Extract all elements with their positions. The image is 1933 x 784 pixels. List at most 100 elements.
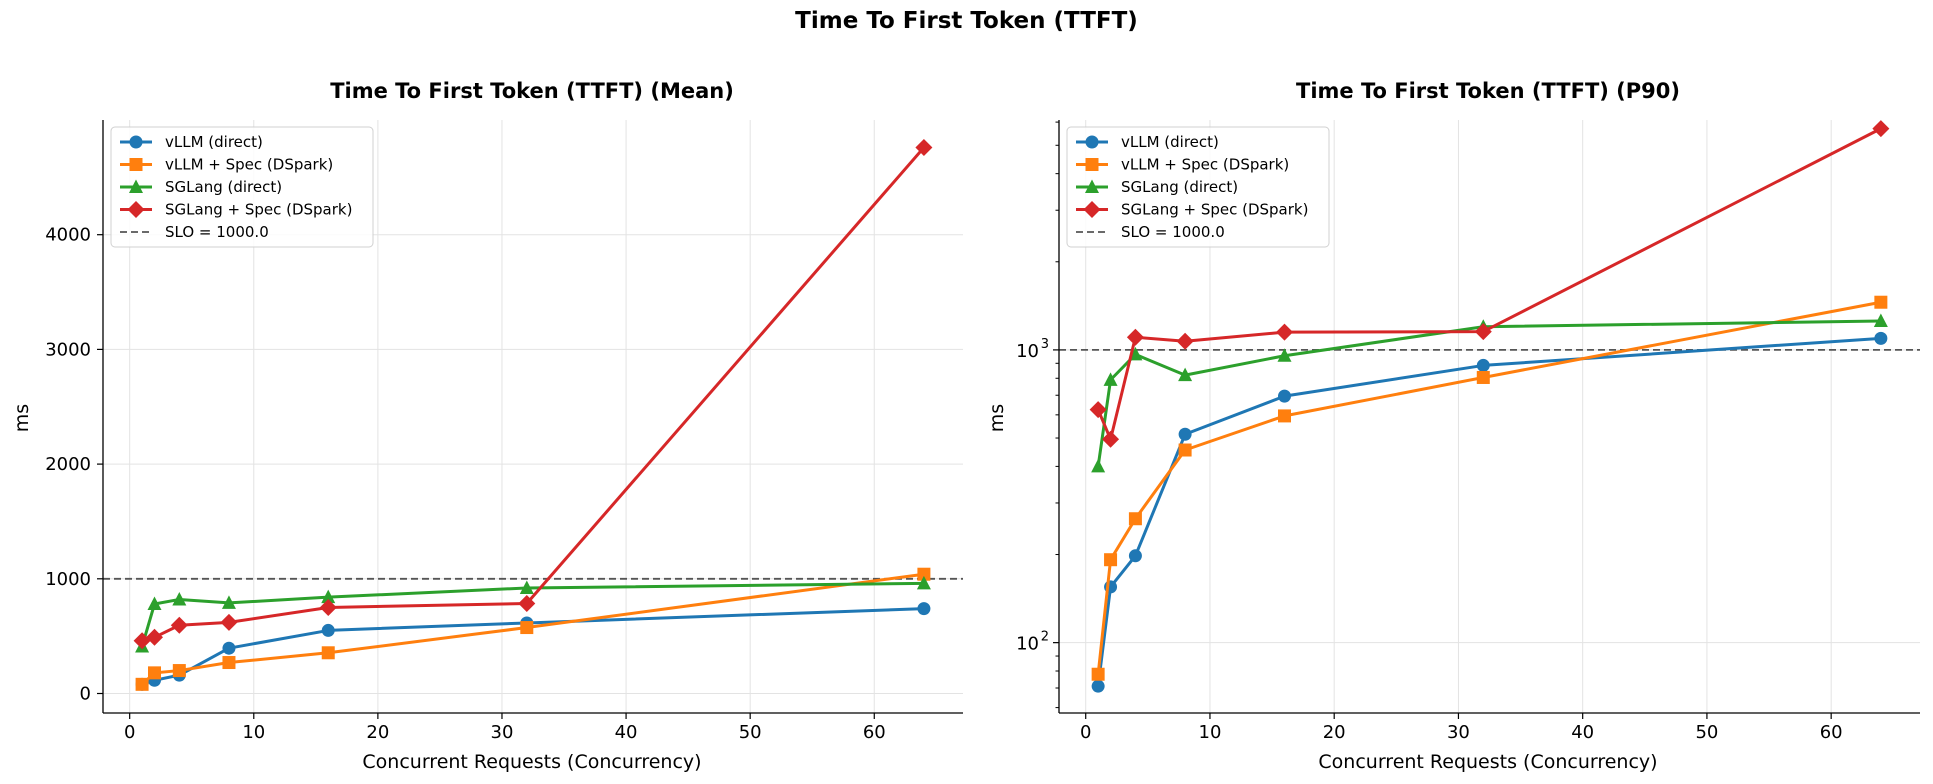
- data-point: [1178, 367, 1193, 382]
- figure-title: Time To First Token (TTFT): [795, 8, 1138, 34]
- legend-label: vLLM + Spec (DSpark): [1121, 156, 1289, 174]
- x-tick-label: 40: [1571, 722, 1594, 743]
- y-tick-label: 0: [80, 684, 91, 705]
- data-point: [220, 613, 238, 631]
- data-point: [170, 616, 188, 634]
- x-tick-label: 60: [1820, 722, 1843, 743]
- series-3: [135, 575, 931, 653]
- data-point: [917, 567, 931, 581]
- data-point: [519, 580, 534, 594]
- data-point: [1874, 295, 1888, 309]
- data-point: [1278, 409, 1291, 423]
- x-tick-label: 30: [491, 722, 514, 743]
- series-1: [135, 602, 931, 691]
- series-2: [1091, 295, 1888, 681]
- series-line: [141, 607, 924, 686]
- data-point: [916, 575, 931, 590]
- legend-marker: [127, 201, 145, 218]
- legend-box: [110, 126, 374, 248]
- legend-label: vLLM (direct): [1121, 133, 1219, 151]
- legend-marker: [129, 158, 143, 171]
- legend-entry: SLO = 1000.0: [120, 223, 269, 241]
- data-point: [1873, 313, 1888, 328]
- legend-label: SGLang + Spec (DSpark): [165, 201, 352, 219]
- data-point: [1474, 323, 1492, 341]
- y-axis-label: ms: [11, 404, 33, 432]
- data-point: [1476, 370, 1490, 384]
- x-tick-label: 20: [1323, 722, 1346, 743]
- data-point: [321, 589, 336, 604]
- y-tick-label: 4000: [45, 225, 91, 246]
- series-4: [1089, 120, 1890, 448]
- x-axis-label: Concurrent Requests (Concurrency): [362, 751, 701, 773]
- data-point: [1176, 332, 1194, 350]
- series-line: [1096, 336, 1881, 687]
- data-point: [518, 594, 536, 612]
- x-tick-label: 50: [739, 722, 762, 743]
- legend-label: SGLang (direct): [1121, 178, 1238, 196]
- data-point: [917, 602, 931, 616]
- legend-marker: [129, 179, 143, 193]
- x-tick-label: 0: [124, 722, 135, 743]
- data-point: [1476, 358, 1490, 372]
- x-axis-label: Concurrent Requests (Concurrency): [1318, 751, 1657, 773]
- data-point: [319, 598, 337, 616]
- data-point: [222, 656, 236, 670]
- legend-entry: SLO = 1000.0: [1076, 223, 1225, 241]
- data-point: [172, 664, 186, 678]
- data-point: [1276, 323, 1293, 341]
- y-tick-label: 1000: [45, 569, 91, 590]
- legend: vLLM (direct) vLLM + Spec (DSpark) SGLang …: [1066, 126, 1330, 248]
- data-point: [221, 595, 236, 609]
- x-tick-label: 30: [1447, 722, 1470, 743]
- legend-label: vLLM (direct): [165, 133, 263, 151]
- legend-entry: vLLM + Spec (DSpark): [1076, 156, 1289, 174]
- legend-marker: [1085, 158, 1099, 171]
- legend-entry: SGLang + Spec (DSpark): [120, 201, 352, 219]
- data-point: [1277, 348, 1292, 362]
- legend-entry: vLLM (direct): [1076, 133, 1219, 151]
- legend-marker: [1085, 179, 1099, 193]
- legend-box: [1066, 126, 1330, 248]
- legend-label: SLO = 1000.0: [165, 223, 269, 241]
- x-tick-label: 20: [366, 722, 389, 743]
- y-tick-label: 10: [1016, 634, 1039, 655]
- data-point: [1874, 331, 1888, 345]
- y-tick-exponent: 2: [1041, 630, 1049, 645]
- legend-entry: SGLang + Spec (DSpark): [1076, 201, 1308, 219]
- data-point: [1178, 443, 1192, 457]
- x-tick-label: 10: [242, 722, 265, 743]
- y-axis-label: ms: [986, 404, 1008, 432]
- y-tick-exponent: 3: [1041, 337, 1049, 352]
- legend-entry: vLLM (direct): [120, 133, 263, 151]
- data-point: [133, 632, 151, 650]
- data-point: [1103, 372, 1118, 386]
- legend-entry: SGLang (direct): [1076, 178, 1238, 196]
- data-point: [1128, 512, 1142, 526]
- legend-marker: [129, 135, 143, 149]
- data-point: [1091, 679, 1105, 693]
- series-1: [1091, 331, 1888, 693]
- y-tick-label: 3000: [45, 339, 91, 360]
- x-tick-label: 40: [615, 722, 638, 743]
- data-point: [1091, 667, 1105, 681]
- legend: vLLM (direct) vLLM + Spec (DSpark) SGLang …: [110, 126, 374, 248]
- chart-title: Time To First Token (TTFT) (Mean): [330, 79, 734, 103]
- chart-panel-1: 0 10 20 30 40 50 60 0 1000 2000 3000 4000 Time To Fi…: [11, 79, 963, 773]
- legend-entry: vLLM + Spec (DSpark): [120, 156, 333, 174]
- data-point: [222, 641, 236, 655]
- series-3: [1091, 313, 1888, 473]
- x-tick-label: 50: [1695, 722, 1718, 743]
- y-tick-label: 10: [1016, 341, 1039, 362]
- data-point: [1091, 458, 1106, 473]
- data-point: [1104, 553, 1118, 567]
- data-point: [321, 646, 335, 660]
- y-tick-label: 2000: [45, 454, 91, 475]
- data-point: [1872, 120, 1890, 138]
- data-point: [915, 139, 933, 157]
- x-tick-label: 60: [863, 722, 886, 743]
- legend-label: SGLang (direct): [165, 178, 282, 196]
- series-line: [1096, 319, 1881, 467]
